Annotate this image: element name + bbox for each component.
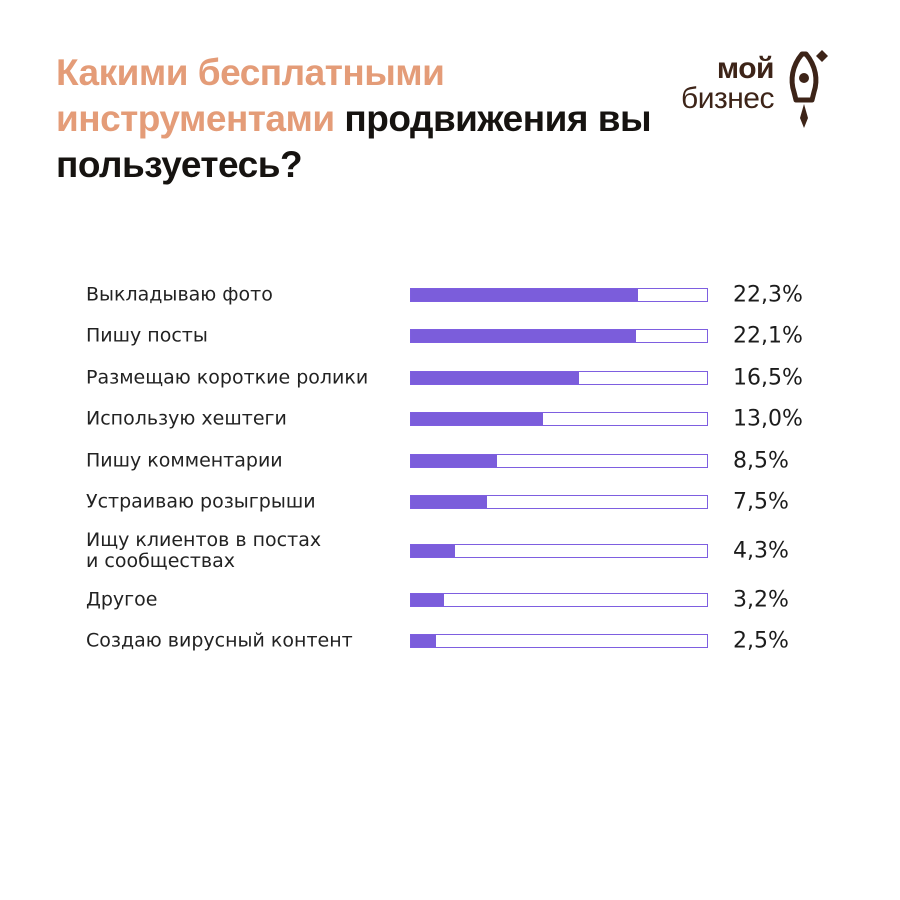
category-label: Создаю вирусный контент — [86, 629, 396, 652]
category-label-line: Использую хештеги — [86, 407, 287, 430]
category-label-line: Устраиваю розыгрыши — [86, 490, 316, 513]
bar — [411, 413, 543, 425]
category-label: Использую хештеги — [86, 407, 396, 430]
category-label: Пишу посты — [86, 324, 396, 347]
data-label: 22,3% — [733, 282, 803, 308]
category-label: Выкладываю фото — [86, 283, 396, 306]
bar — [411, 330, 636, 342]
category-label: Ищу клиентов в постах и сообществах — [86, 530, 396, 572]
data-label: 22,1% — [733, 323, 803, 349]
category-label-line: и сообществах — [86, 550, 235, 572]
data-label: 4,3% — [733, 538, 789, 564]
bar — [411, 372, 579, 384]
category-label: Размещаю короткие ролики — [86, 366, 396, 389]
bar-track — [410, 544, 708, 558]
bar-track — [410, 634, 708, 648]
data-label: 16,5% — [733, 365, 803, 391]
moy-biznes-logo: мой бизнес — [648, 44, 848, 134]
bar-track — [410, 593, 708, 607]
category-label: Пишу комментарии — [86, 449, 396, 472]
bar-track — [410, 288, 708, 302]
category-label: Другое — [86, 588, 396, 611]
category-label-line: Выкладываю фото — [86, 283, 273, 306]
bar — [411, 545, 455, 557]
bar-track — [410, 371, 708, 385]
category-label-line: Пишу посты — [86, 324, 208, 347]
rocket-icon — [789, 50, 828, 128]
data-label: 8,5% — [733, 448, 789, 474]
bar-track — [410, 454, 708, 468]
data-label: 13,0% — [733, 406, 803, 432]
bar — [411, 455, 497, 467]
title-rest: продвижения вы пользуетесь? — [56, 98, 652, 185]
logo-line-2: бизнес — [681, 82, 774, 115]
category-label-line: Другое — [86, 588, 158, 611]
category-label-line: Пишу комментарии — [86, 449, 283, 472]
title-accent: Какими бесплатными инструментами — [56, 52, 445, 139]
data-label: 3,2% — [733, 587, 789, 613]
logo-line-1: мой — [716, 52, 775, 85]
bar — [411, 289, 638, 301]
category-label-line: Ищу клиентов в постах — [86, 529, 322, 551]
category-label-line: Размещаю короткие ролики — [86, 366, 369, 389]
data-label: 7,5% — [733, 489, 789, 515]
category-label: Устраиваю розыгрыши — [86, 490, 396, 513]
bar-track — [410, 495, 708, 509]
bar — [411, 496, 487, 508]
logo-wordmark: мой бизнес — [648, 54, 774, 114]
data-label: 2,5% — [733, 628, 789, 654]
category-label-line: Создаю вирусный контент — [86, 629, 353, 652]
bar — [411, 594, 444, 606]
chart-title: Какими бесплатными инструментами продвиж… — [56, 50, 656, 188]
bar — [411, 635, 436, 647]
bar-track — [410, 412, 708, 426]
bar-track — [410, 329, 708, 343]
